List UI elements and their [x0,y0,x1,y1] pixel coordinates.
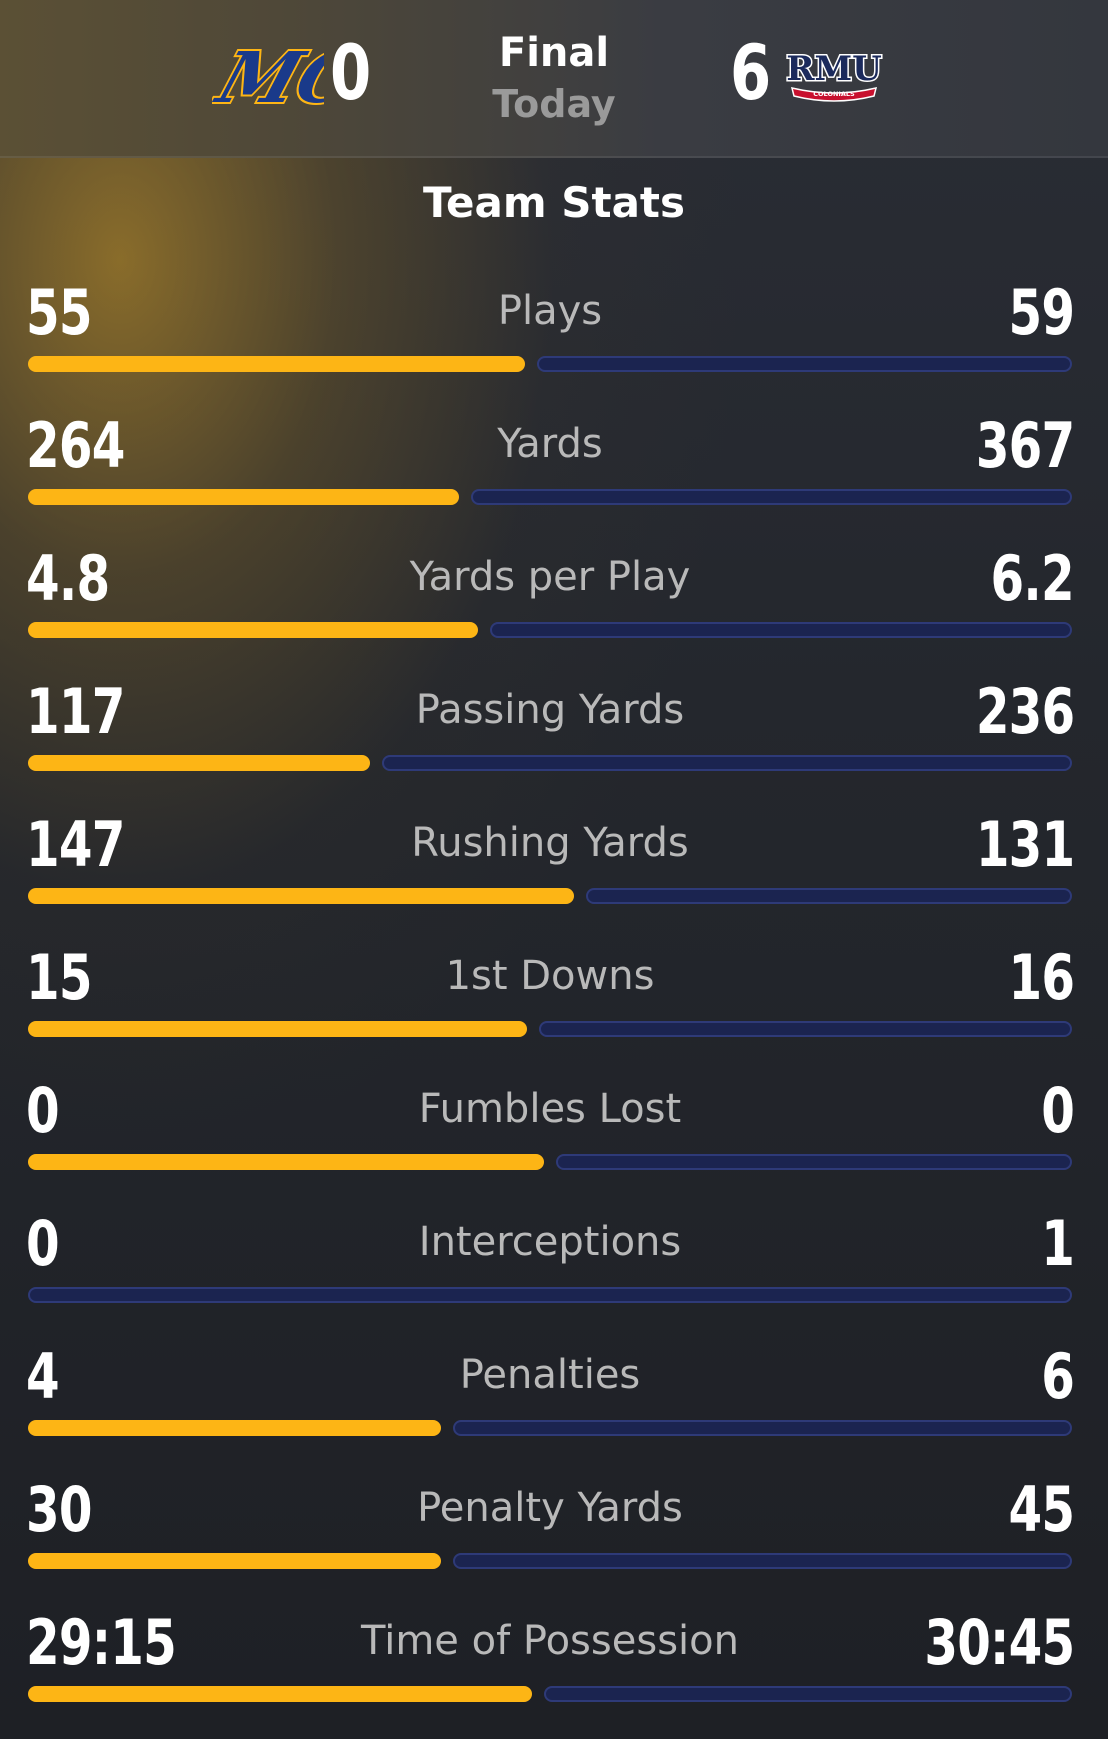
stat-label: Rushing Yards [411,820,689,866]
game-status-final: Final [498,30,610,76]
stat-label: Time of Possession [361,1618,739,1664]
away-stat-value: 4 [26,1340,60,1413]
home-stat-bar [490,622,1072,638]
stat-label: Penalties [459,1352,641,1398]
home-stat-bar [539,1021,1072,1037]
away-stat-value: 147 [26,808,125,881]
away-stat-bar [28,888,574,904]
away-stat-bar [28,1420,441,1436]
stat-row: 147 Rushing Yards 131 [0,808,1108,941]
stat-row: 117 Passing Yards 236 [0,675,1108,808]
away-stat-value: 264 [26,409,125,482]
home-stat-bar [453,1553,1072,1569]
home-stat-bar [453,1420,1072,1436]
away-stat-value: 29:15 [26,1606,177,1679]
home-stat-value: 16 [1008,941,1075,1014]
home-stat-bar [537,356,1072,372]
merrimack-logo: MC [212,35,324,120]
away-stat-bar [28,1553,441,1569]
stat-label: Plays [497,288,603,334]
stat-row: 15 1st Downs 16 [0,941,1108,1074]
away-stat-bar [28,356,525,372]
stat-row: 29:15 Time of Possession 30:45 [0,1606,1108,1739]
away-stat-value: 0 [26,1207,60,1280]
home-stat-bar [556,1154,1072,1170]
scoreboard-header[interactable]: MC 0 Final Today 6 RMU COLONIALS [0,0,1108,158]
home-stat-value: 59 [1008,276,1075,349]
stat-row: 0 Interceptions 1 [0,1207,1108,1340]
away-stat-bar [28,1686,532,1702]
game-date: Today [492,82,616,126]
away-stat-bar [28,1154,544,1170]
away-stat-bar [28,489,459,505]
stat-label: Yards [497,421,603,467]
stat-label: Interceptions [418,1219,682,1265]
away-stat-value: 117 [26,675,125,748]
away-stat-value: 4.8 [26,542,110,615]
away-stat-value: 0 [26,1074,60,1147]
home-stat-value: 6 [1041,1340,1075,1413]
home-stat-bar [544,1686,1072,1702]
home-stat-bar [28,1287,1072,1303]
svg-text:COLONIALS: COLONIALS [813,90,855,98]
stat-label: Fumbles Lost [418,1086,682,1132]
section-title: Team Stats [422,178,686,227]
home-stat-value: 30:45 [923,1606,1075,1679]
away-stat-value: 30 [26,1473,93,1546]
home-stat-value: 367 [975,409,1074,482]
svg-text:RMU: RMU [786,49,882,89]
home-stat-bar [586,888,1072,904]
svg-text:MC: MC [212,37,324,119]
home-stat-value: 6.2 [990,542,1075,615]
home-stat-value: 0 [1041,1074,1075,1147]
home-stat-bar [471,489,1072,505]
home-stat-value: 236 [975,675,1074,748]
home-stat-value: 1 [1041,1207,1075,1280]
home-stat-value: 45 [1008,1473,1075,1546]
away-stat-bar [28,1021,527,1037]
stat-label: 1st Downs [445,953,655,999]
home-score: 6 [730,28,771,117]
away-stat-value: 55 [26,276,93,349]
rmu-logo: RMU COLONIALS [785,48,883,102]
stat-row: 55 Plays 59 [0,276,1108,409]
away-stat-bar [28,622,478,638]
away-stat-value: 15 [26,941,93,1014]
stat-row: 4 Penalties 6 [0,1340,1108,1473]
stat-row: 30 Penalty Yards 45 [0,1473,1108,1606]
stat-row: 4.8 Yards per Play 6.2 [0,542,1108,675]
away-score: 0 [330,28,371,117]
stat-row: 264 Yards 367 [0,409,1108,542]
stat-label: Penalty Yards [417,1485,683,1531]
stat-row: 0 Fumbles Lost 0 [0,1074,1108,1207]
stat-label: Passing Yards [415,687,685,733]
away-stat-bar [28,755,370,771]
home-stat-value: 131 [975,808,1074,881]
home-stat-bar [382,755,1072,771]
stat-label: Yards per Play [409,554,691,600]
